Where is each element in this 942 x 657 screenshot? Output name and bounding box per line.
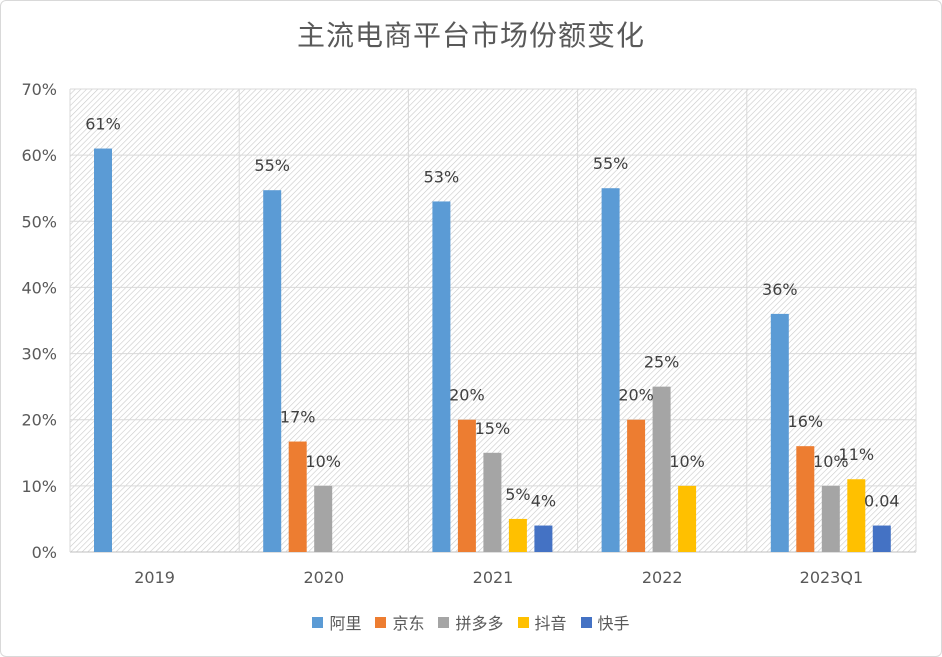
x-tick-label: 2019 bbox=[134, 568, 175, 587]
bar-阿里 bbox=[94, 148, 112, 552]
chart-title: 主流电商平台市场份额变化 bbox=[296, 19, 645, 52]
legend-label: 拼多多 bbox=[455, 614, 504, 633]
bar-京东 bbox=[627, 419, 646, 552]
legend-item: 抖音 bbox=[517, 610, 567, 634]
legend-swatch bbox=[438, 616, 450, 628]
x-tick-label: 2022 bbox=[642, 568, 683, 587]
y-tick-label: 0% bbox=[32, 543, 57, 562]
data-label: 20% bbox=[618, 386, 654, 405]
y-tick-label: 60% bbox=[21, 146, 57, 165]
data-label: 5% bbox=[505, 485, 530, 504]
bar-京东 bbox=[796, 446, 815, 552]
data-label: 17% bbox=[280, 408, 316, 427]
y-tick-label: 10% bbox=[21, 477, 57, 496]
bar-拼多多 bbox=[652, 386, 671, 552]
data-label: 55% bbox=[593, 154, 629, 173]
bar-拼多多 bbox=[483, 452, 502, 552]
bar-抖音 bbox=[508, 518, 527, 552]
y-tick-label: 50% bbox=[21, 212, 57, 231]
data-label: 20% bbox=[449, 386, 485, 405]
bar-阿里 bbox=[432, 201, 451, 552]
data-label: 25% bbox=[644, 353, 680, 372]
y-tick-label: 20% bbox=[21, 411, 57, 430]
x-tick-label: 2021 bbox=[473, 568, 514, 587]
bar-拼多多 bbox=[314, 485, 333, 552]
bar-京东 bbox=[457, 419, 476, 552]
legend-swatch bbox=[312, 616, 324, 628]
bar-快手 bbox=[872, 525, 891, 552]
bar-抖音 bbox=[678, 485, 697, 552]
data-label: 10% bbox=[813, 452, 849, 471]
bar-阿里 bbox=[601, 188, 620, 552]
legend-label: 京东 bbox=[392, 614, 425, 633]
bar-阿里 bbox=[770, 313, 789, 552]
bar-京东 bbox=[288, 441, 307, 552]
legend-item: 京东 bbox=[375, 610, 424, 634]
data-label: 16% bbox=[788, 412, 824, 431]
y-tick-label: 70% bbox=[21, 80, 57, 99]
bar-阿里 bbox=[263, 190, 282, 552]
y-tick-label: 30% bbox=[21, 345, 57, 364]
bar-快手 bbox=[534, 525, 553, 552]
data-label: 55% bbox=[254, 156, 290, 175]
legend-item: 拼多多 bbox=[438, 610, 504, 634]
legend-item: 快手 bbox=[580, 610, 630, 634]
x-tick-label: 2020 bbox=[303, 568, 344, 587]
bar-拼多多 bbox=[821, 485, 840, 552]
chart-legend: 阿里 京东 拼多多 抖音 快手 bbox=[0, 610, 942, 634]
legend-swatch bbox=[580, 616, 592, 628]
bar-抖音 bbox=[847, 479, 866, 552]
y-tick-label: 40% bbox=[21, 278, 57, 297]
legend-swatch bbox=[375, 616, 387, 628]
data-label: 53% bbox=[424, 167, 460, 186]
legend-label: 阿里 bbox=[329, 614, 362, 633]
legend-label: 抖音 bbox=[534, 614, 567, 633]
data-label: 10% bbox=[669, 452, 705, 471]
data-label: 36% bbox=[762, 280, 798, 299]
x-tick-label: 2023Q1 bbox=[800, 568, 864, 587]
data-label: 4% bbox=[531, 492, 556, 511]
data-label: 11% bbox=[839, 445, 875, 464]
legend-label: 快手 bbox=[597, 614, 630, 633]
legend-item: 阿里 bbox=[312, 610, 361, 634]
data-label: 10% bbox=[305, 452, 341, 471]
data-label: 61% bbox=[85, 115, 121, 134]
legend-swatch bbox=[517, 616, 529, 628]
data-label: 15% bbox=[475, 419, 511, 438]
data-label: 0.04 bbox=[864, 492, 900, 511]
